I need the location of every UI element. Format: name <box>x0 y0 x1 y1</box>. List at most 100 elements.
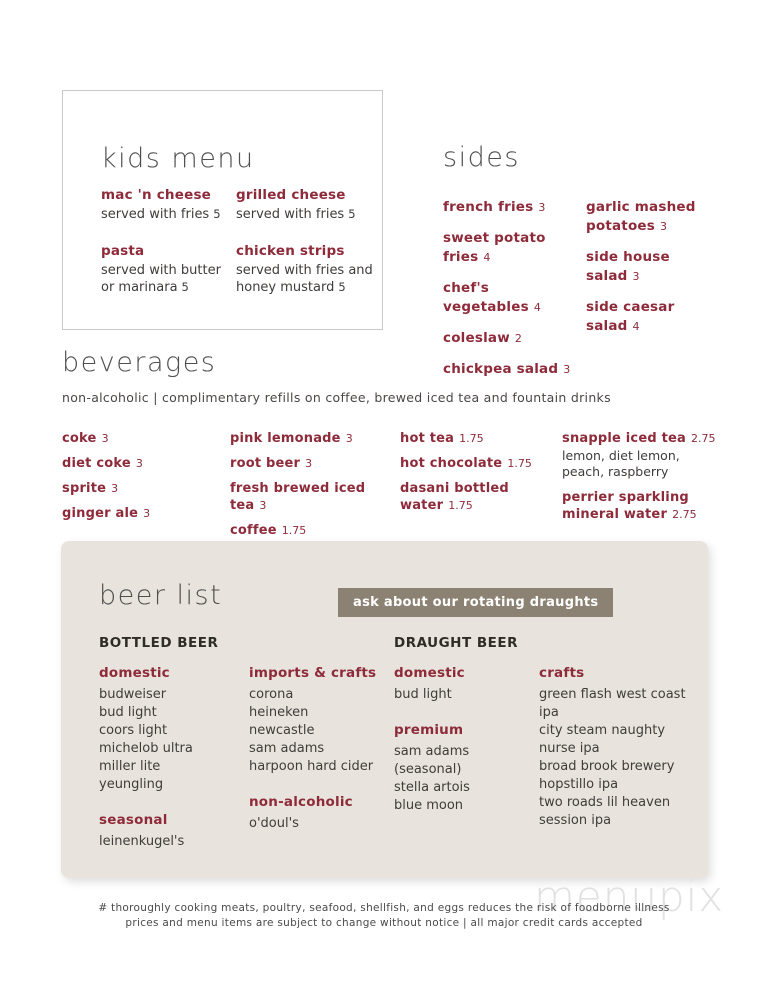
beer-section-heading: domestic <box>394 665 465 681</box>
item-description: served with fries and honey mustard 5 <box>236 263 373 295</box>
item-price: 1.75 <box>459 432 484 445</box>
bottled-column-2: imports & crafts corona heineken newcast… <box>249 665 394 851</box>
menu-item-dasani-bottled-water: dasani bottled water 1.75 <box>400 481 509 513</box>
beer-item: bud light <box>99 705 157 720</box>
menu-item-sprite: sprite 3 <box>62 481 119 496</box>
beer-item: corona <box>249 687 294 702</box>
beer-section-heading: domestic <box>99 665 170 681</box>
menu-item-diet-coke: diet coke 3 <box>62 456 143 471</box>
beer-section-heading: non-alcoholic <box>249 794 353 810</box>
beer-list-title: beer list <box>99 580 223 611</box>
sides-section: sides french fries 3 sweet potato fries 4 … <box>443 143 733 390</box>
beverages-column-2: pink lemonade 3 root beer 3 fresh brewed i… <box>230 429 400 546</box>
menu-item-grilled-cheese: grilled cheese served with fries 5 <box>236 187 386 223</box>
beer-item: bud light <box>394 687 452 702</box>
beer-item: leinenkugel's <box>99 834 185 849</box>
menu-item-sweet-potato-fries: sweet potato fries 4 <box>443 230 546 265</box>
menu-item-fresh-brewed-iced-tea: fresh brewed iced tea 3 <box>230 481 366 513</box>
item-price: 2.75 <box>691 432 716 445</box>
item-price: 1.75 <box>281 524 307 537</box>
menu-item-side-house-salad: side house salad 3 <box>586 249 670 284</box>
item-price: 3 <box>143 507 151 520</box>
menu-item-hot-chocolate: hot chocolate 1.75 <box>400 456 532 471</box>
item-price: 1.75 <box>507 457 532 470</box>
item-description: lemon, diet lemon, peach, raspberry <box>562 448 680 479</box>
menu-item-coleslaw: coleslaw 2 <box>443 330 522 346</box>
sides-left-column: french fries 3 sweet potato fries 4 chef's… <box>443 197 586 390</box>
item-price: 4 <box>483 251 491 264</box>
menu-item-root-beer: root beer 3 <box>230 456 313 471</box>
item-price: 3 <box>632 270 640 283</box>
item-name: chicken strips <box>236 243 345 259</box>
sides-items: french fries 3 sweet potato fries 4 chef's… <box>443 197 733 390</box>
beverages-column-4: snapple iced tea 2.75 lemon, diet lemon, … <box>562 429 722 546</box>
item-name: grilled cheese <box>236 187 346 203</box>
beer-item: broad brook brewery hopstillo ipa <box>539 759 675 792</box>
beer-list-card: beer list ask about our rotating draught… <box>61 541 708 878</box>
kids-menu-title: kids menu <box>101 143 255 174</box>
item-price: 4 <box>632 320 640 333</box>
beer-item: sam adams <box>249 741 325 756</box>
item-name: mac 'n cheese <box>101 187 212 203</box>
beer-section-seasonal: seasonal leinenkugel's <box>99 812 249 851</box>
menu-item-mac-n-cheese: mac 'n cheese served with fries 5 <box>101 187 236 223</box>
bottled-beer-header: BOTTLED BEER <box>99 635 219 651</box>
item-price: 2 <box>514 332 522 345</box>
item-price: 5 <box>348 207 356 221</box>
menu-item-hot-tea: hot tea 1.75 <box>400 431 484 446</box>
beer-section-imports-crafts: imports & crafts corona heineken newcast… <box>249 665 394 776</box>
item-name: pasta <box>101 243 145 259</box>
menu-item-chicken-strips: chicken strips served with fries and hon… <box>236 243 386 296</box>
beer-item: harpoon hard cider <box>249 759 374 774</box>
draught-column-1: domestic bud light premium sam adams (se… <box>394 665 539 851</box>
sides-right-column: garlic mashed potatoes 3 side house salad… <box>586 197 711 390</box>
footer-line-1: # thoroughly cooking meats, poultry, sea… <box>98 902 670 914</box>
item-price: 3 <box>538 201 546 214</box>
draught-beer-header: DRAUGHT BEER <box>394 635 519 651</box>
item-price: 2.75 <box>672 508 697 521</box>
item-price: 3 <box>660 220 668 233</box>
beer-section-premium: premium sam adams (seasonal) stella arto… <box>394 722 539 815</box>
beer-item: two roads lil heaven session ipa <box>539 795 671 828</box>
menupix-watermark: menupix <box>534 872 725 921</box>
item-price: 4 <box>533 301 541 314</box>
menu-item-perrier-sparkling-mineral-water: perrier sparkling mineral water 2.75 <box>562 490 697 522</box>
menu-item-chefs-vegetables: chef's vegetables 4 <box>443 280 541 315</box>
beer-section-heading: imports & crafts <box>249 665 377 681</box>
menu-item-coffee: coffee 1.75 <box>230 523 307 538</box>
item-price: 3 <box>259 499 267 512</box>
beer-section-domestic-bottled: domestic budweiser bud light coors light… <box>99 665 249 794</box>
bottled-column-1: domestic budweiser bud light coors light… <box>99 665 249 851</box>
beverages-title: beverages <box>62 347 217 378</box>
beer-item: heineken <box>249 705 309 720</box>
beer-item: michelob ultra <box>99 741 193 756</box>
rotating-draughts-badge: ask about our rotating draughts <box>338 588 614 617</box>
beverages-column-1: coke 3 diet coke 3 sprite 3 ginger ale 3 <box>62 429 230 546</box>
beer-item: budweiser <box>99 687 167 702</box>
beverages-column-3: hot tea 1.75 hot chocolate 1.75 dasani bot… <box>400 429 562 546</box>
beer-item: miller lite <box>99 759 161 774</box>
kids-menu-items: mac 'n cheese served with fries 5 grilled… <box>101 187 382 296</box>
item-price: 3 <box>135 457 143 470</box>
menu-item-side-caesar-salad: side caesar salad 4 <box>586 299 675 334</box>
beer-section-non-alcoholic: non-alcoholic o'doul's <box>249 794 394 833</box>
menu-item-pink-lemonade: pink lemonade 3 <box>230 431 353 446</box>
draught-column-2: crafts green flash west coast ipa city s… <box>539 665 697 851</box>
menu-item-garlic-mashed-potatoes: garlic mashed potatoes 3 <box>586 199 696 234</box>
beer-item: green flash west coast ipa <box>539 687 686 720</box>
menu-item-coke: coke 3 <box>62 431 109 446</box>
item-price: 5 <box>181 280 189 294</box>
item-price: 1.75 <box>448 499 473 512</box>
item-description: served with fries 5 <box>101 207 221 222</box>
beverages-subtitle: non-alcoholic | complimentary refills on… <box>62 390 611 405</box>
item-price: 5 <box>338 280 346 294</box>
beer-item: city steam naughty nurse ipa <box>539 723 666 756</box>
footer-note: # thoroughly cooking meats, poultry, sea… <box>0 901 768 931</box>
menu-item-chickpea-salad: chickpea salad 3 <box>443 361 571 377</box>
beer-item: stella artois <box>394 780 470 795</box>
beer-item: sam adams (seasonal) <box>394 744 470 777</box>
item-price: 5 <box>213 207 221 221</box>
item-price: 3 <box>345 432 353 445</box>
beer-item: blue moon <box>394 798 464 813</box>
